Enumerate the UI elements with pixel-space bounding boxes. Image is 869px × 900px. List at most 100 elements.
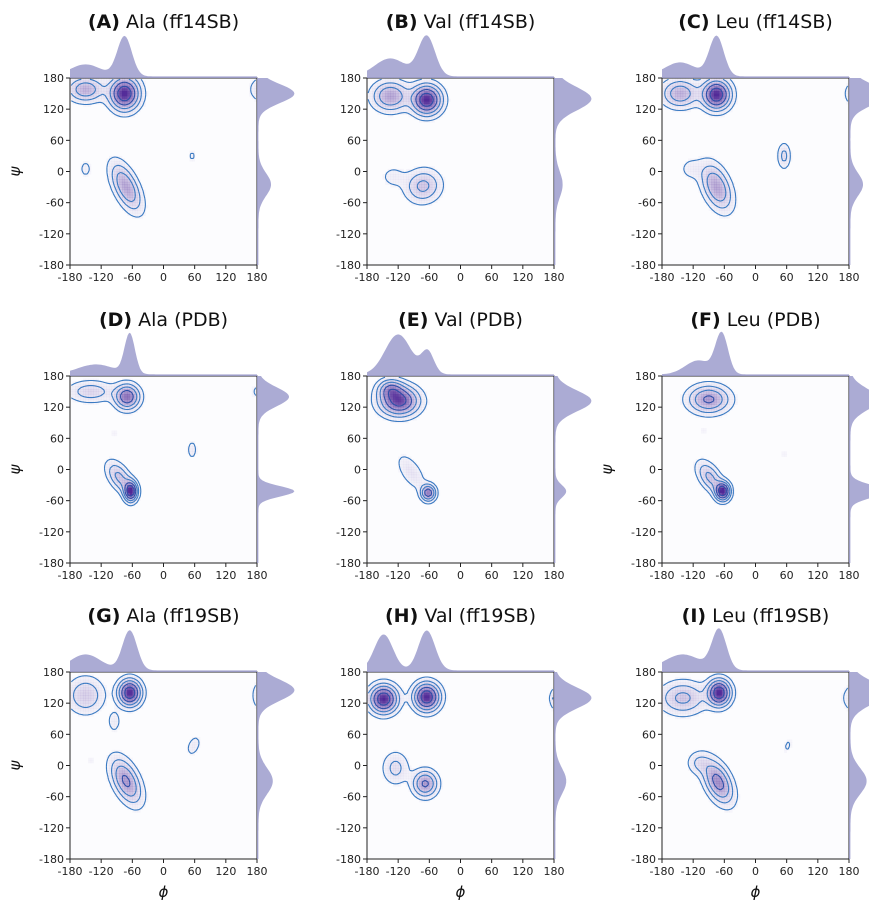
x-tick-label: 60: [485, 569, 499, 582]
panel-title-text: Val (ff14SB): [418, 11, 536, 33]
y-tick-label: 180: [43, 370, 64, 383]
contour-level-5: [713, 686, 725, 700]
x-tick-label: -120: [386, 865, 411, 878]
x-tick-label: -60: [123, 271, 141, 284]
x-tick-label: -180: [355, 865, 380, 878]
contour-level-5: [124, 686, 136, 699]
x-tick-label: -60: [715, 569, 733, 582]
y-tick-label: 180: [340, 72, 361, 85]
plot-area: [367, 78, 554, 265]
y-axis-label: ψ: [6, 759, 24, 770]
y-tick-label: 120: [635, 103, 656, 116]
x-tick-label: 120: [215, 569, 236, 582]
y-tick-label: -60: [343, 197, 361, 210]
x-tick-label: 120: [807, 569, 828, 582]
panel-title-text: Leu (ff19SB): [706, 605, 829, 627]
x-tick-label: 60: [188, 271, 202, 284]
contour-level-3: [370, 683, 440, 793]
panel-title: (G) Ala (ff19SB): [87, 605, 239, 627]
y-tick-label: 60: [50, 728, 64, 741]
contour-level-4: [415, 89, 438, 111]
x-tick-label: 180: [544, 865, 565, 878]
phi-marginal-histogram: [367, 334, 554, 376]
y-axis-label: ψ: [6, 165, 24, 176]
y-tick-label: 0: [649, 464, 656, 477]
psi-marginal-histogram: [554, 78, 592, 265]
phi-marginal-histogram: [70, 35, 257, 78]
contour-level-1: [662, 673, 849, 811]
panel-letter: (D): [99, 309, 132, 331]
y-tick-label: 0: [57, 464, 64, 477]
plot-area: [70, 78, 257, 265]
x-tick-label: -180: [58, 865, 83, 878]
x-tick-label: -120: [681, 569, 706, 582]
panel-letter: (G): [87, 605, 120, 627]
panel-title-text: Ala (ff14SB): [120, 11, 239, 33]
y-tick-label: 120: [340, 401, 361, 414]
x-tick-label: -60: [420, 569, 438, 582]
x-axis-label: ϕ: [751, 883, 761, 900]
contour-level-3: [114, 386, 138, 502]
panel-b: (B) Val (ff14SB) -180 -120 -60 0 60 120 180 -180…: [336, 11, 592, 284]
y-tick-label: -120: [39, 822, 64, 835]
x-tick-label: -120: [386, 271, 411, 284]
y-tick-label: -180: [631, 259, 656, 272]
x-tick-label: -120: [681, 271, 706, 284]
y-tick-label: -180: [39, 853, 64, 866]
contour-level-3: [670, 80, 730, 202]
contour-level-3: [694, 389, 731, 501]
panel-e: (E) Val (PDB) -180 -120 -60 0 60 120 180 -180 -12…: [336, 309, 592, 582]
y-axis-label: ψ: [598, 463, 616, 474]
x-tick-label: 0: [160, 271, 167, 284]
x-axis-label: ϕ: [456, 883, 466, 900]
contour-level-2: [73, 677, 144, 804]
y-tick-label: 120: [43, 697, 64, 710]
contour-level-2: [375, 379, 437, 502]
x-tick-label: -60: [715, 271, 733, 284]
contour-level-5: [376, 690, 434, 706]
contour-lines: [662, 78, 849, 217]
plot-area: [70, 672, 257, 859]
phi-marginal-histogram: [70, 332, 257, 376]
contour-lines: [70, 78, 257, 218]
panel-title: (F) Leu (PDB): [690, 309, 820, 331]
contour-level-3: [115, 680, 141, 797]
x-tick-label: 0: [752, 865, 759, 878]
contour-level-4: [121, 683, 139, 788]
x-tick-label: 180: [839, 271, 860, 284]
phi-marginal-histogram: [662, 35, 849, 78]
panel-title-text: Ala (PDB): [132, 309, 228, 331]
contour-level-5: [717, 485, 727, 497]
panel-title-text: Val (ff19SB): [418, 605, 536, 627]
contour-lines: [70, 379, 257, 507]
y-tick-label: 180: [635, 370, 656, 383]
panel-a: (A) Ala (ff14SB) -180 -120 -60 0 60 120 180 -180…: [6, 11, 295, 284]
phi-marginal-histogram: [367, 630, 554, 672]
panel-letter: (I): [682, 605, 706, 627]
panel-title-text: Leu (ff14SB): [710, 11, 833, 33]
psi-marginal-histogram: [257, 376, 295, 563]
y-tick-label: 0: [649, 760, 656, 773]
contour-level-5: [419, 92, 434, 107]
psi-marginal-histogram: [257, 672, 295, 859]
panel-f: (F) Leu (PDB) -180 -120 -60 0 60 120 180 -180 -12…: [598, 309, 869, 582]
x-tick-label: 180: [247, 569, 268, 582]
contour-lines: [662, 673, 849, 811]
x-tick-label: -60: [123, 569, 141, 582]
panel-g: (G) Ala (ff19SB) -180 -120 -60 0 60 120 180 -180…: [6, 605, 295, 900]
panel-c: (C) Leu (ff14SB) -180 -120 -60 0 60 120 180 -180…: [631, 11, 869, 284]
x-tick-label: -180: [355, 569, 380, 582]
x-tick-label: 120: [512, 271, 533, 284]
contour-level-5: [709, 87, 724, 102]
y-tick-label: 120: [635, 401, 656, 414]
panel-title: (B) Val (ff14SB): [386, 11, 536, 33]
y-tick-label: 180: [635, 666, 656, 679]
y-tick-label: -120: [631, 526, 656, 539]
y-tick-label: -60: [638, 791, 656, 804]
contour-level-2: [70, 78, 142, 210]
phi-marginal-histogram: [367, 35, 554, 78]
x-tick-label: 180: [247, 271, 268, 284]
x-axis-label: ϕ: [159, 883, 169, 900]
y-tick-label: -60: [343, 495, 361, 508]
